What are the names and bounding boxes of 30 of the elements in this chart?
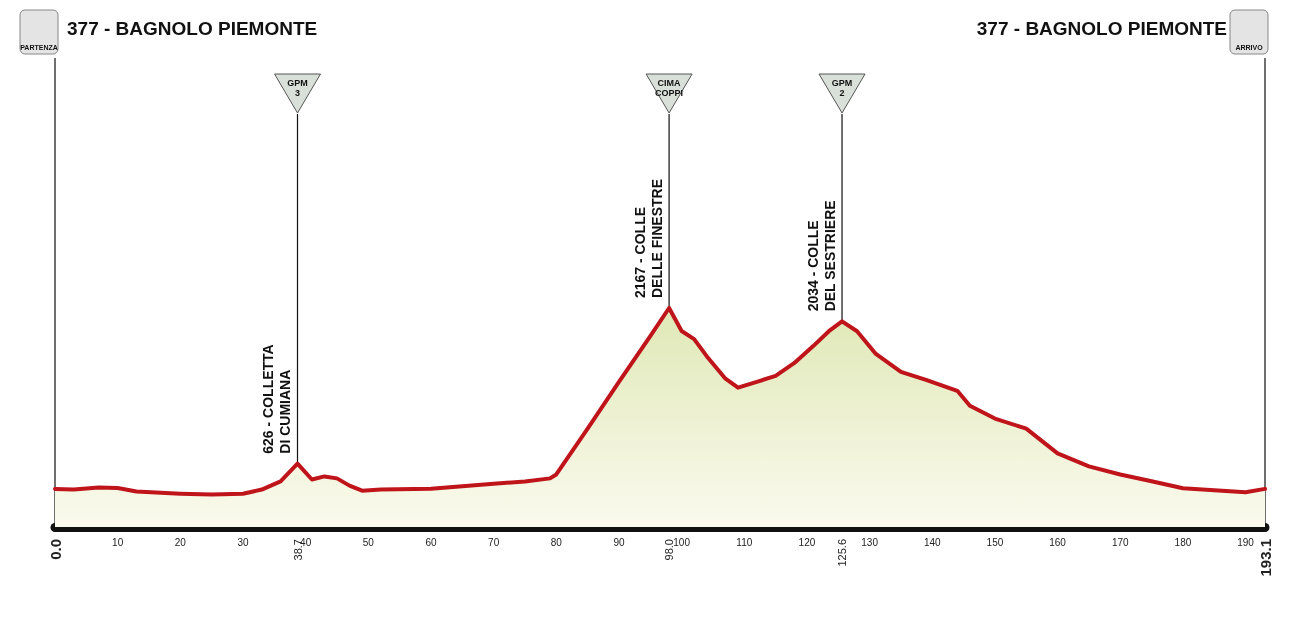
text: 377 - BAGNOLO PIEMONTE [976, 17, 1227, 39]
x-tick-label: 60 [425, 536, 437, 548]
ref-line-label: 125.6 [836, 539, 849, 567]
x-tick-label: 20 [174, 536, 187, 548]
annotation: 626 - COLLETTA DI CUMIANA [260, 344, 293, 454]
x-tick-label: 100 [673, 536, 691, 548]
ref-line-label: 193.1 [1256, 539, 1274, 577]
x-tick-label: 110 [736, 536, 753, 548]
x-tick-label: 70 [488, 536, 500, 548]
x-tick-label: 30 [237, 536, 249, 548]
x-tick-label: 140 [923, 536, 942, 548]
x-tick-label: 120 [798, 536, 816, 548]
x-tick-label: 160 [1049, 536, 1067, 548]
x-tick-label: 170 [1111, 536, 1130, 548]
text: GPM 2 [831, 78, 853, 98]
x-tick-label: 90 [613, 536, 625, 548]
annotation: 2167 - COLLE DELLE FINESTRE [631, 178, 665, 298]
ref-line-label: 0.0 [46, 539, 64, 560]
x-tick-label: 40 [300, 536, 312, 548]
x-tick-label: 150 [986, 536, 1004, 548]
text: 377 - BAGNOLO PIEMONTE [67, 17, 318, 39]
x-tick-label: 190 [1237, 536, 1255, 548]
text: CIMA COPPI [655, 78, 684, 98]
x-tick-label: 180 [1174, 536, 1192, 548]
x-tick-label: 50 [362, 536, 375, 548]
x-tick-label: 10 [112, 536, 124, 548]
x-tick-label: 80 [550, 536, 563, 548]
x-tick-label: 130 [861, 536, 879, 548]
annotation: 2034 - COLLE DEL SESTRIERE [804, 200, 838, 312]
text: GPM 3 [287, 78, 308, 98]
